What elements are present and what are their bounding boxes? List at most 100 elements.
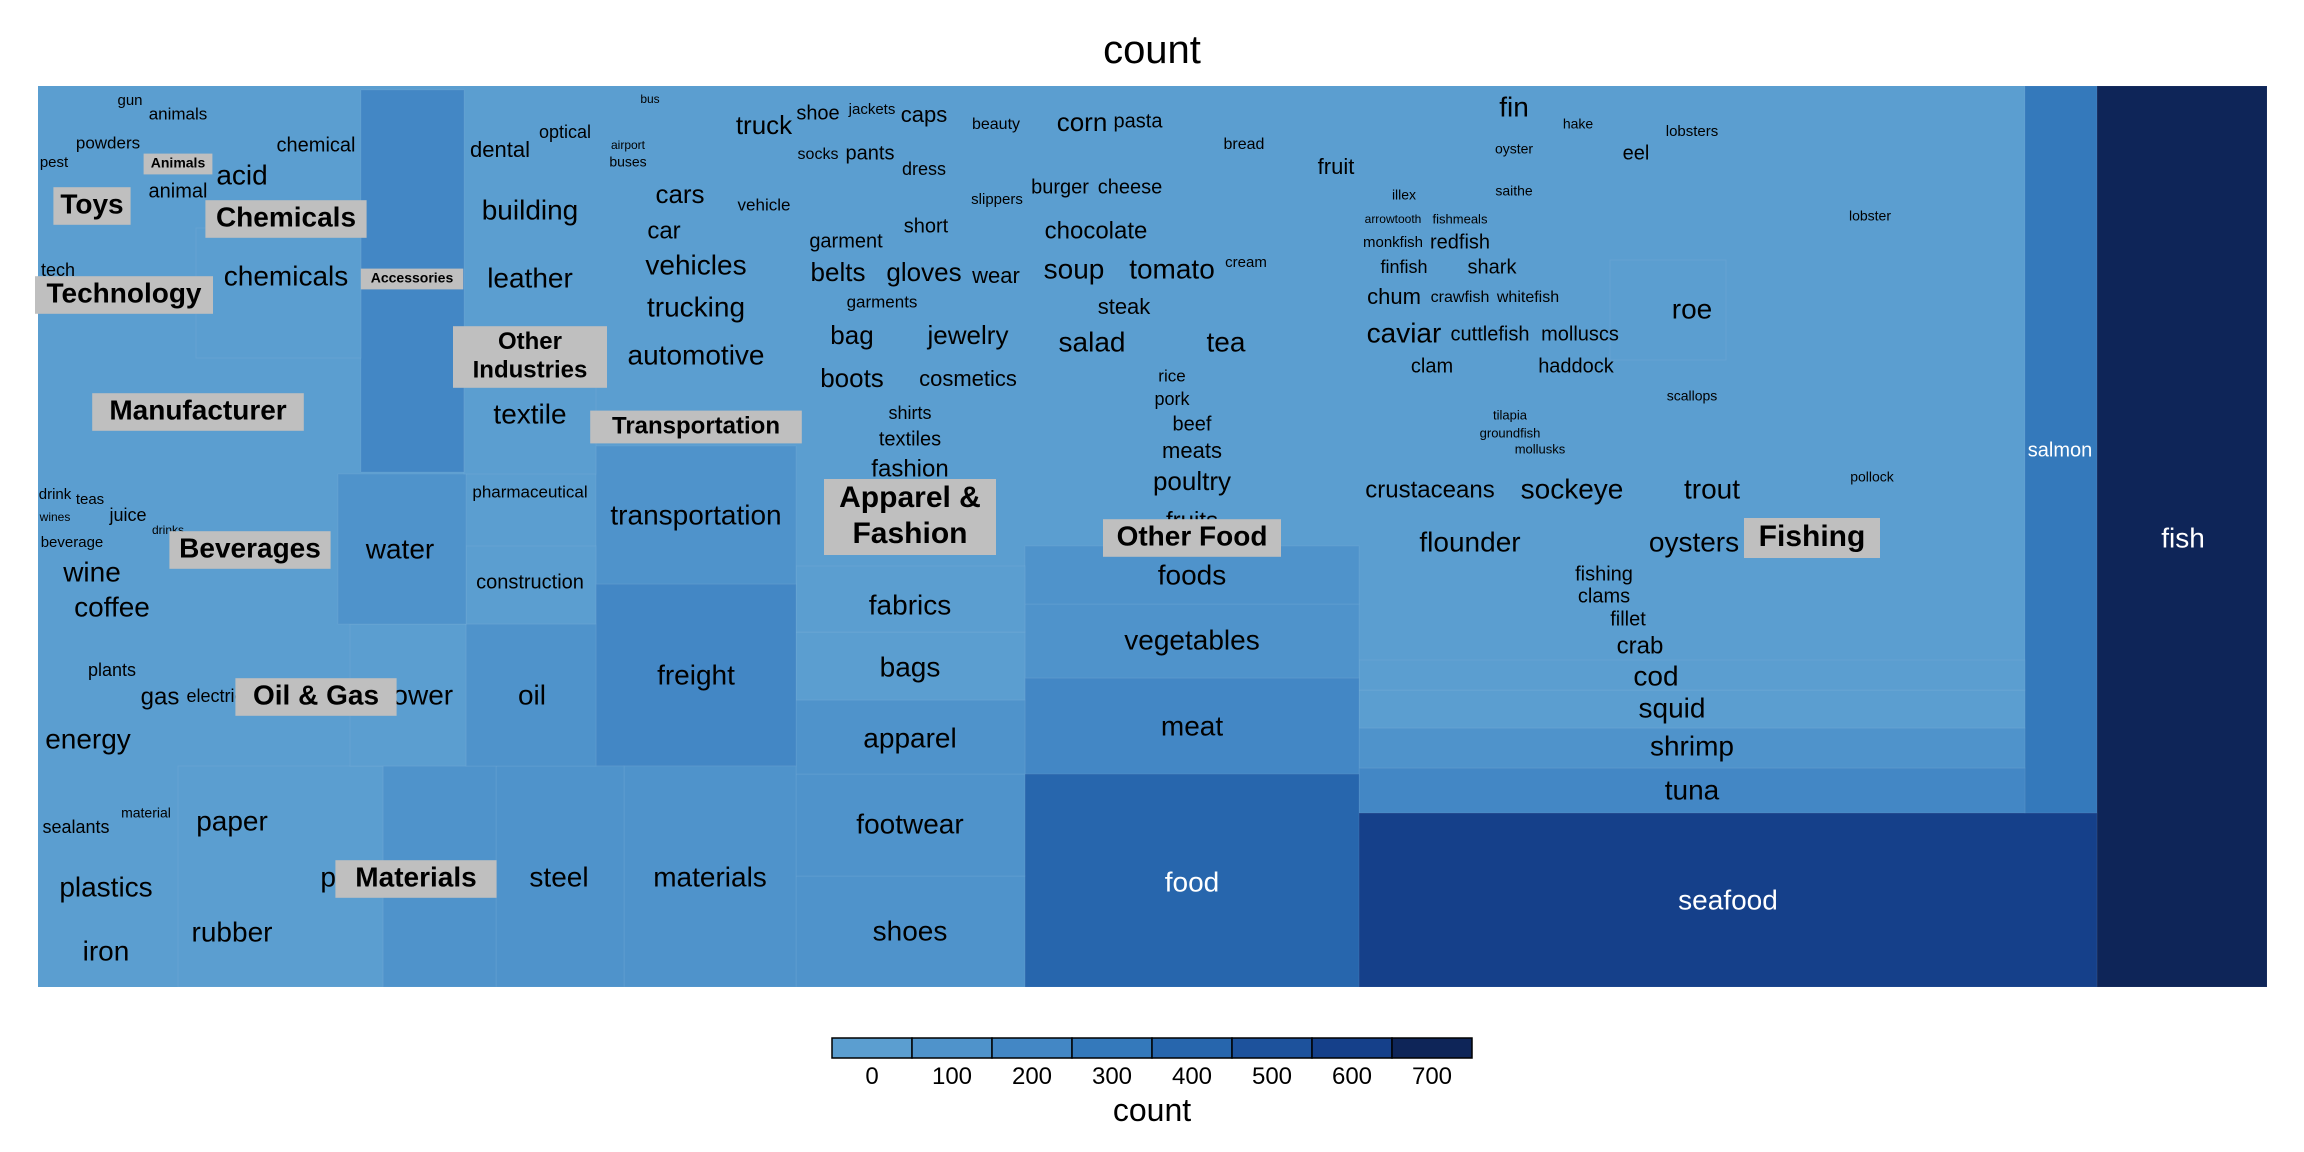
cell-apparel-fashion-footwear xyxy=(795,773,1026,877)
legend-tick-label: 600 xyxy=(1332,1063,1372,1090)
cell-label-steel: steel xyxy=(529,861,588,892)
legend-swatch xyxy=(1311,1037,1393,1059)
cell-label-clams: clams xyxy=(1578,585,1630,607)
cell-other-industries-construction xyxy=(465,545,597,625)
cell-label-chemical: chemical xyxy=(277,134,356,156)
cell-label-automotive: automotive xyxy=(628,339,765,370)
cell-label-pollock: pollock xyxy=(1850,469,1895,485)
cell-label-poultry: poultry xyxy=(1153,466,1231,496)
cell-label-beverage: beverage xyxy=(41,534,104,551)
cell-label-wines: wines xyxy=(39,510,71,524)
group-label-bg-oil-gas xyxy=(235,678,397,716)
group-label-other-industries: Industries xyxy=(473,357,588,384)
cell-label-transportation: transportation xyxy=(610,499,781,530)
group-label-chemicals: Chemicals xyxy=(216,201,356,232)
cell-label-haddock: haddock xyxy=(1538,355,1615,377)
cell-other-food-food xyxy=(1024,773,1360,988)
cell-label-footwear: footwear xyxy=(856,808,963,839)
cell-label-airport: airport xyxy=(611,138,646,152)
cell-label-chocolate: chocolate xyxy=(1045,217,1148,244)
cell-label-cod: cod xyxy=(1633,660,1678,691)
cell-label-whitefish: whitefish xyxy=(1496,289,1559,306)
cell-label-monkfish: monkfish xyxy=(1363,234,1423,251)
group-label-bg-toys xyxy=(53,187,131,225)
cell-label-fishmeals: fishmeals xyxy=(1433,211,1488,226)
cell-label-salmon: salmon xyxy=(2028,439,2092,461)
cell-other-industries-textile xyxy=(463,379,597,475)
cell-fishing-squid xyxy=(1358,689,2026,729)
cell-label-pasta: pasta xyxy=(1114,110,1164,132)
group-label-oil-gas: Oil & Gas xyxy=(253,679,379,710)
cell-label-soup: soup xyxy=(1044,253,1105,284)
cell-label-eel: eel xyxy=(1623,142,1650,164)
cell-fishing-salmon xyxy=(2024,85,2098,814)
cell-label-dental: dental xyxy=(470,137,530,162)
cell-label-powders: powders xyxy=(76,133,140,152)
cell-transportation-freight xyxy=(595,583,797,767)
group-label-bg-transportation xyxy=(590,410,802,444)
cell-label-burger: burger xyxy=(1031,176,1089,198)
cell-label-animal: animal xyxy=(149,180,208,202)
group-label-bg-apparel-fashion xyxy=(824,479,996,555)
cell-label-saithe: saithe xyxy=(1495,183,1533,199)
cell-label-clam: clam xyxy=(1411,355,1453,377)
group-label-bg-fishing xyxy=(1744,518,1880,558)
cell-label-textile: textile xyxy=(493,398,566,429)
legend-swatch xyxy=(1231,1037,1313,1059)
cell-label-scallops: scallops xyxy=(1667,388,1718,404)
cell-label-salad: salad xyxy=(1059,326,1126,357)
group-label-toys: Toys xyxy=(60,188,123,219)
legend-title: count xyxy=(1112,1092,1192,1128)
cell-transportation-transportation xyxy=(595,445,797,585)
cell-label-shoes: shoes xyxy=(873,915,948,946)
cell-fishing-cod xyxy=(1358,659,2026,691)
cell-label-shrimp: shrimp xyxy=(1650,730,1734,761)
cell-label-apparel: apparel xyxy=(863,722,956,753)
cell-label-drink: drink xyxy=(39,486,72,503)
cell-label-bags: bags xyxy=(880,651,941,682)
cell-fishing-shrimp xyxy=(1358,727,2026,769)
cell-label-hake: hake xyxy=(1563,116,1594,132)
legend-tick-label: 500 xyxy=(1252,1063,1292,1090)
legend-tick-label: 700 xyxy=(1412,1063,1452,1090)
group-label-bg-manufacturer xyxy=(92,393,304,431)
cell-label-pharmaceutical: pharmaceutical xyxy=(472,482,587,501)
cell-label-steak: steak xyxy=(1098,294,1152,319)
cell-label-rubber: rubber xyxy=(192,916,273,947)
cell-label-corn: corn xyxy=(1057,107,1108,137)
cell-label-crustaceans: crustaceans xyxy=(1365,476,1494,503)
cell-label-water: water xyxy=(365,533,434,564)
cell-label-short: short xyxy=(904,215,949,237)
cell-label-fillet: fillet xyxy=(1610,608,1646,630)
cell-label-rice: rice xyxy=(1158,366,1185,385)
cell-label-gloves: gloves xyxy=(886,257,961,287)
group-label-accessories: Accessories xyxy=(371,270,454,286)
group-label-bg-chemicals xyxy=(205,200,367,238)
cell-label-energy: energy xyxy=(45,723,131,754)
cell-label-fishing: fishing xyxy=(1575,563,1633,585)
cell-label-pest: pest xyxy=(40,154,69,171)
cell-label-plastics: plastics xyxy=(59,871,152,902)
group-label-manufacturer: Manufacturer xyxy=(109,394,286,425)
cell-label-redfish: redfish xyxy=(1430,231,1490,253)
cell-apparel-fashion-bags xyxy=(795,631,1026,701)
cell-materials-materials xyxy=(623,765,797,988)
cell-chemicals-chemicals xyxy=(195,227,362,359)
cell-label-acid: acid xyxy=(216,159,267,190)
cell-label-chemicals: chemicals xyxy=(224,260,348,291)
cell-label-groundfish: groundfish xyxy=(1480,425,1541,440)
cell-label-garments: garments xyxy=(847,292,918,311)
cell-apparel-fashion-shoes xyxy=(795,875,1026,988)
group-label-apparel-fashion: Fashion xyxy=(852,517,967,550)
legend-swatch xyxy=(831,1037,913,1059)
chart-title: count xyxy=(1103,28,1201,72)
cell-label-slippers: slippers xyxy=(971,191,1023,208)
group-label-technology: Technology xyxy=(46,277,201,308)
cell-label-shirts: shirts xyxy=(888,403,931,423)
group-label-beverages: Beverages xyxy=(179,532,321,563)
group-label-bg-materials xyxy=(335,860,497,898)
cell-label-wear: wear xyxy=(971,263,1020,288)
cell-label-caps: caps xyxy=(901,102,947,127)
cell-label-sockeye: sockeye xyxy=(1521,473,1624,504)
cell-label-flounder: flounder xyxy=(1419,526,1520,557)
